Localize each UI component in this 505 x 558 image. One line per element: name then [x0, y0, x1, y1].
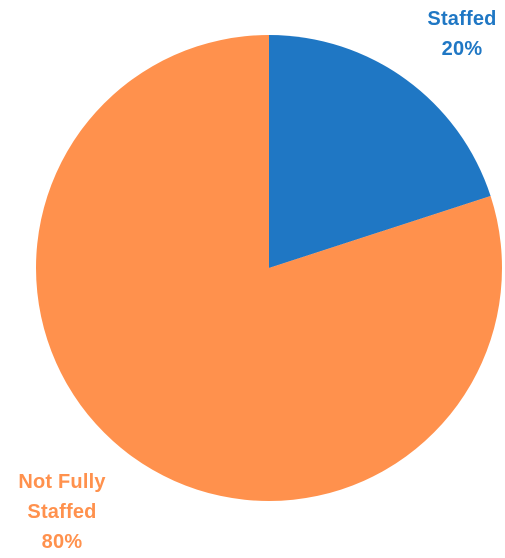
pie-data-labels: Staffed 20% Not Fully Staffed 80%	[18, 8, 496, 553]
data-label-not-fully-staffed: Not Fully Staffed 80%	[18, 471, 106, 553]
pie-slice-not-fully-staffed	[35, 35, 502, 502]
data-label-staffed: Staffed 20%	[427, 8, 496, 60]
data-label-line: Staffed	[427, 8, 496, 30]
data-label-line: Staffed	[27, 501, 96, 523]
pie-slice-staffed	[269, 35, 491, 268]
data-label-line: Not Fully	[18, 471, 106, 493]
data-label-line: 80%	[42, 531, 83, 553]
data-label-line: 20%	[442, 38, 483, 60]
pie-slices	[35, 35, 502, 502]
